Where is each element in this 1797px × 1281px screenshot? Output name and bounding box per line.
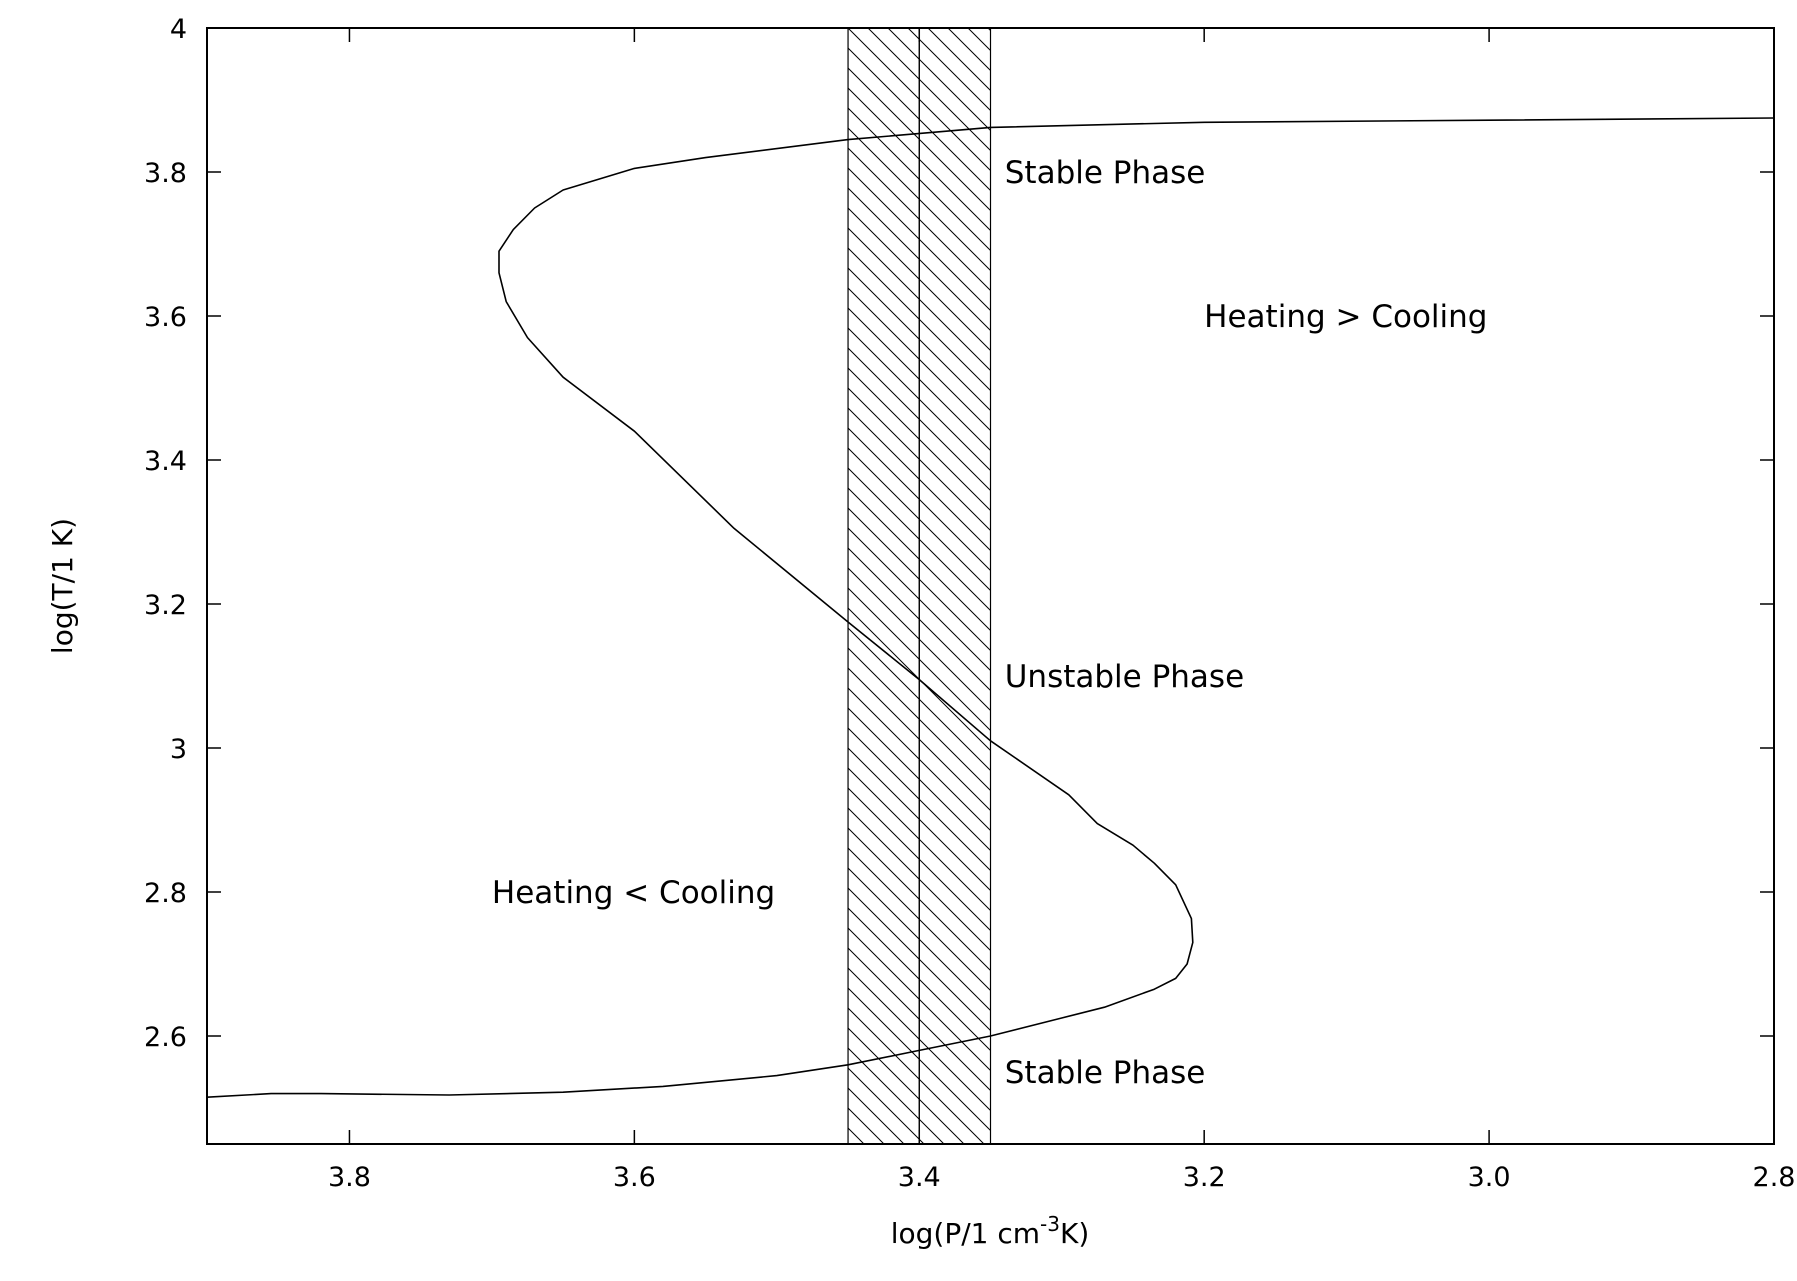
annotation-label: Heating < Cooling bbox=[492, 875, 775, 911]
x-tick-label: 3.4 bbox=[898, 1162, 941, 1193]
annotation-label: Heating > Cooling bbox=[1204, 299, 1487, 335]
x-tick-label: 3.6 bbox=[613, 1162, 656, 1193]
y-tick-label: 3.4 bbox=[144, 446, 187, 477]
x-axis-label: log(P/1 cm-3K) bbox=[891, 1212, 1090, 1250]
x-tick-label: 2.8 bbox=[1753, 1162, 1796, 1193]
x-tick-label: 3.8 bbox=[328, 1162, 371, 1193]
y-tick-label: 3.2 bbox=[144, 590, 187, 621]
annotation-label: Stable Phase bbox=[1005, 1055, 1206, 1091]
y-tick-label: 3.6 bbox=[144, 302, 187, 333]
x-axis-label-base: log(P/1 cm bbox=[891, 1217, 1040, 1250]
x-tick-label: 3.2 bbox=[1183, 1162, 1226, 1193]
plot-frame bbox=[206, 27, 1775, 1145]
x-tick-label: 3.0 bbox=[1468, 1162, 1511, 1193]
annotations: Stable Phase Heating > Cooling Unstable Ph… bbox=[492, 155, 1488, 1091]
series-line-1 bbox=[207, 117, 1774, 1098]
hatched-band-2 bbox=[918, 27, 992, 1145]
axis-ticks bbox=[207, 27, 1775, 1144]
tick-labels: 3.8 3.6 3.4 3.2 3.0 2.8 4 3.8 3.6 3.4 3.2 3 2.8 2.6 bbox=[144, 14, 1795, 1193]
hatched-bands bbox=[847, 27, 992, 1145]
y-tick-label: 4 bbox=[170, 14, 187, 45]
y-tick-label: 3 bbox=[170, 734, 187, 765]
y-tick-label: 3.8 bbox=[144, 158, 187, 189]
x-axis-label-sup: -3 bbox=[1040, 1212, 1060, 1236]
y-tick-label: 2.6 bbox=[144, 1022, 187, 1053]
hatched-band-1 bbox=[847, 27, 920, 1145]
x-axis-label-tail: K) bbox=[1060, 1217, 1089, 1250]
annotation-label: Stable Phase bbox=[1005, 155, 1206, 191]
curve-layer bbox=[207, 117, 1774, 1098]
annotation-label: Unstable Phase bbox=[1005, 659, 1244, 695]
y-tick-label: 2.8 bbox=[144, 878, 187, 909]
y-axis-label: log(T/1 K) bbox=[46, 518, 79, 654]
